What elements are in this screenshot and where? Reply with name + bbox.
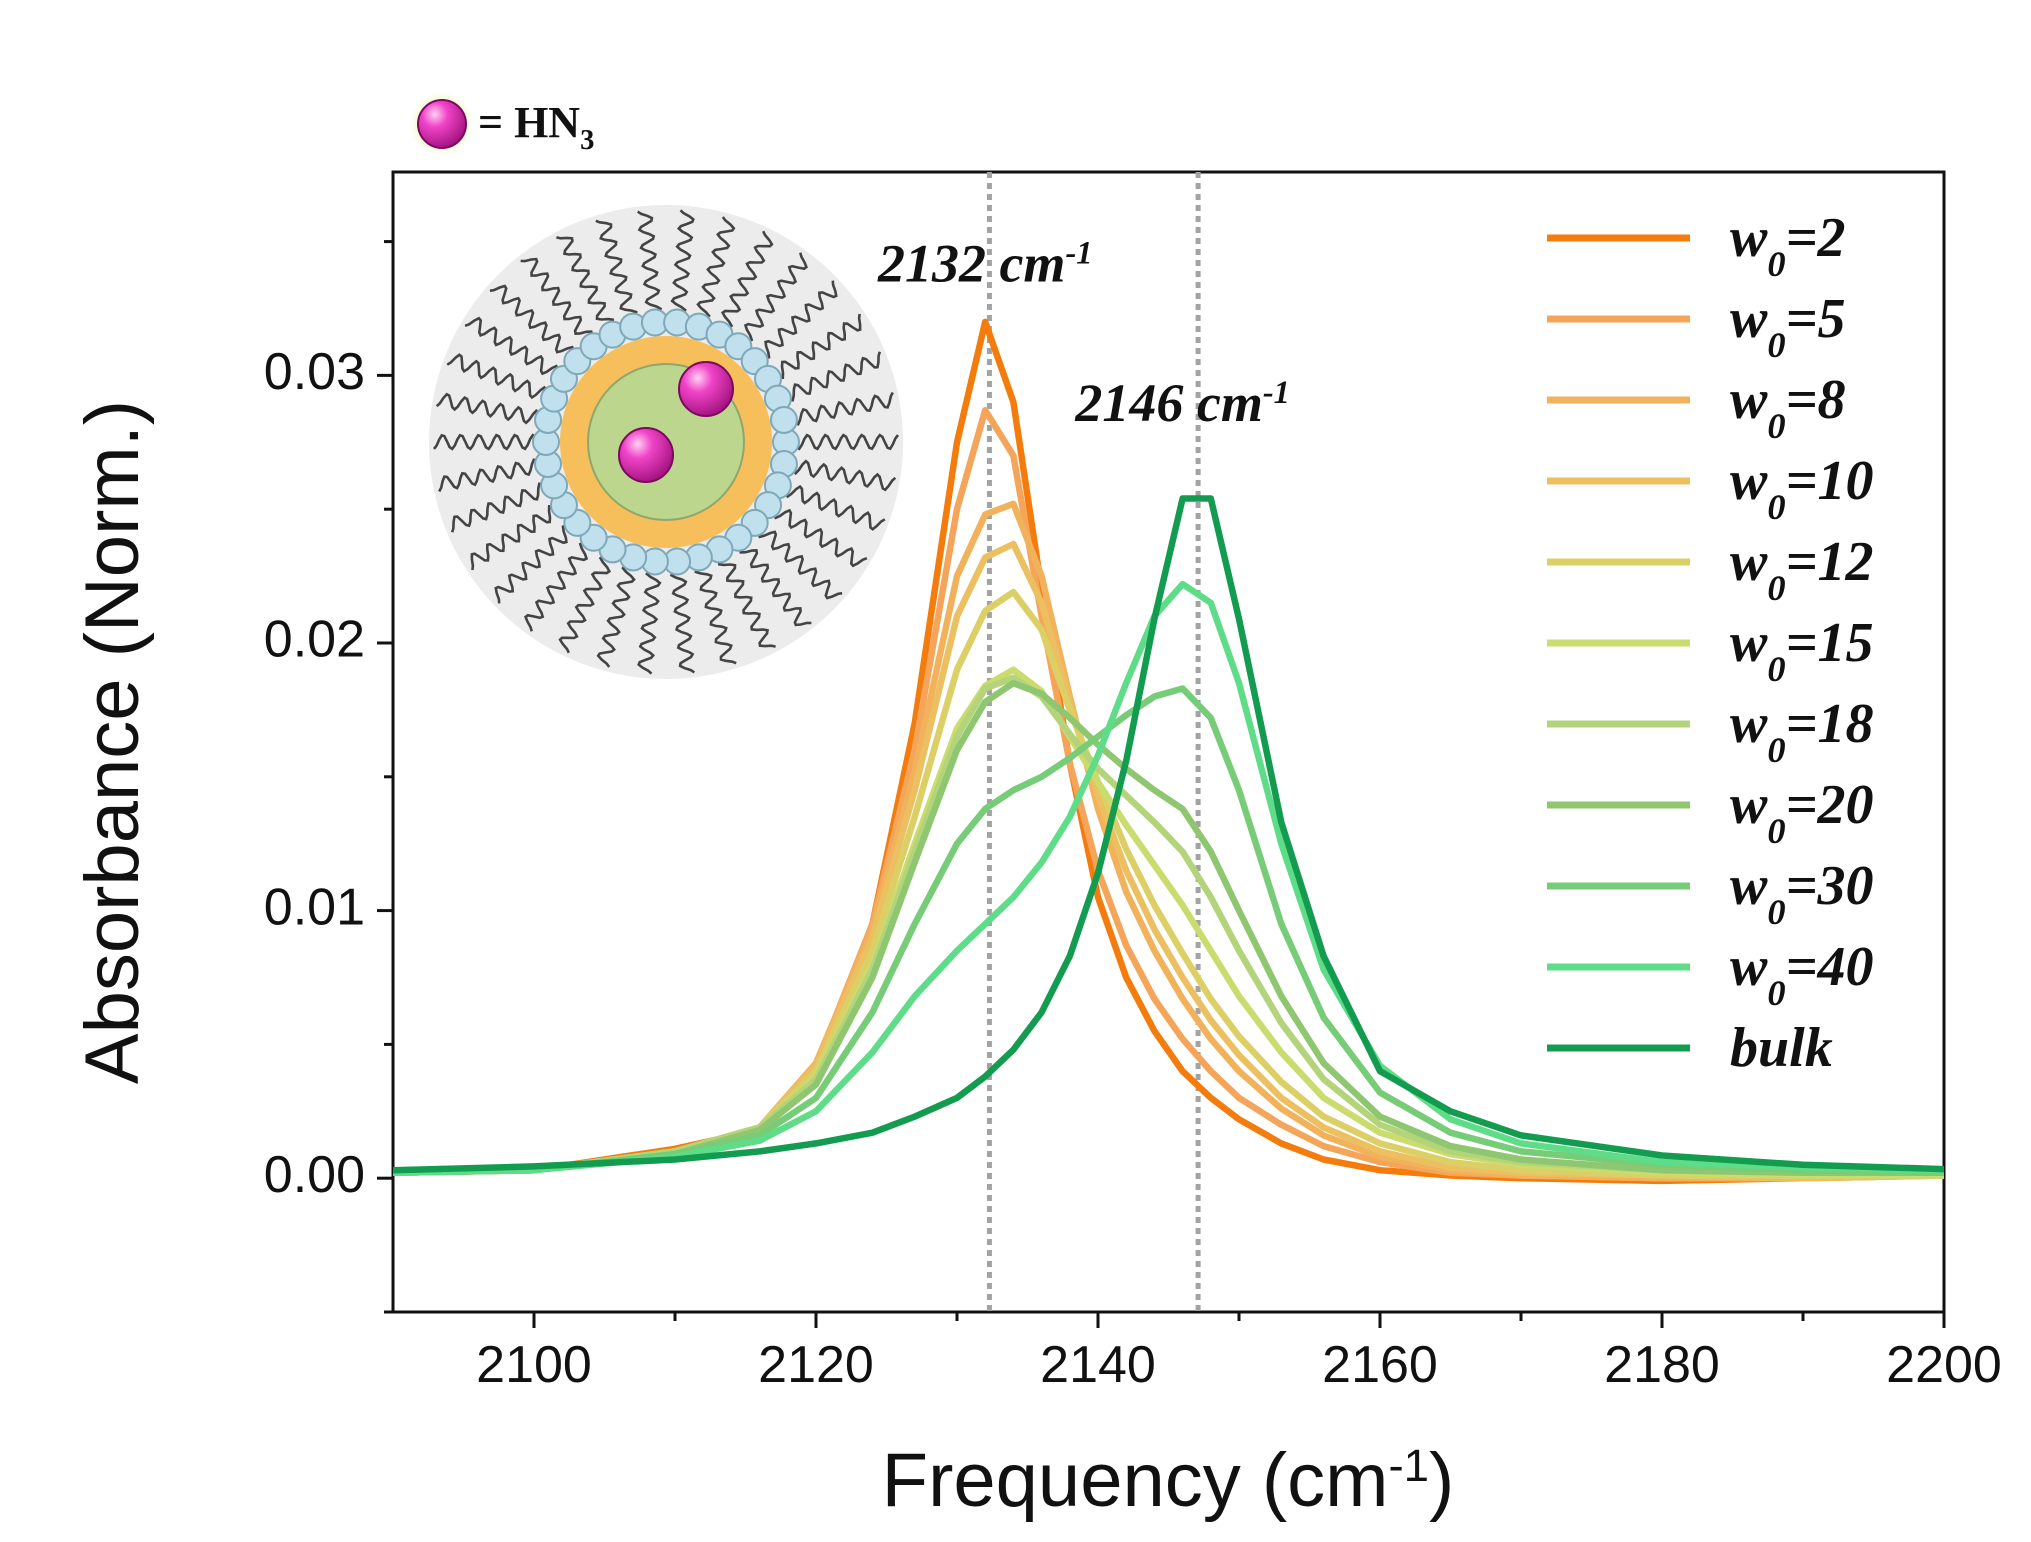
surfactant-tail	[696, 216, 736, 321]
surfactant-tail	[784, 351, 882, 402]
spectrum-line	[393, 495, 1944, 1174]
spectrum-line	[393, 679, 1944, 1177]
spectrum-line	[393, 580, 1944, 1177]
legend-label: w0=30	[1730, 855, 1873, 932]
legend-label: w0=2	[1730, 207, 1845, 284]
surfactant-tail	[742, 252, 808, 343]
surfactant-tail	[558, 555, 612, 654]
annotation: 2146 cm-1	[1074, 373, 1289, 433]
x-tick-label: 2120	[758, 1336, 874, 1394]
micelle-inset	[429, 205, 903, 679]
surfactant-tail	[790, 391, 894, 426]
surfactant-tail	[738, 543, 812, 627]
legend-label: w0=5	[1730, 288, 1845, 365]
surfactant-tail	[524, 541, 590, 632]
head-group	[769, 405, 798, 434]
surfactant-tail	[760, 280, 838, 360]
surfactant-tail	[792, 433, 900, 451]
inset-legend-label: = HN3	[478, 98, 594, 156]
surfactant-tail	[637, 568, 662, 675]
plot-area	[393, 318, 1944, 1185]
surfactant-tail	[694, 564, 737, 665]
surfactant-tail	[772, 508, 868, 568]
surfactant-tail	[556, 236, 614, 329]
surfactant-tail	[470, 504, 558, 571]
surfactant-tail	[435, 392, 542, 425]
surfactant-tail	[595, 219, 638, 320]
surfactant-tail	[784, 484, 886, 531]
y-tick-label: 0.00	[264, 1146, 365, 1204]
legend-label: w0=40	[1730, 936, 1873, 1013]
x-tick-label: 2140	[1040, 1336, 1156, 1394]
x-tick-label: 2180	[1604, 1336, 1720, 1394]
y-tick-label: 0.02	[264, 611, 365, 669]
surfactant-tail	[774, 313, 862, 380]
hn3-molecule	[678, 361, 734, 417]
legend-label: w0=10	[1730, 450, 1873, 527]
surfactant-tail	[718, 555, 776, 648]
surfactant-tail	[790, 459, 897, 492]
surfactant-tail	[438, 458, 542, 493]
surfactant-tail	[520, 257, 594, 341]
x-axis-title: Frequency (cm-1)	[882, 1438, 1455, 1523]
surfactant-tail	[489, 284, 575, 357]
legend-label: w0=20	[1730, 774, 1873, 851]
surfactant-tail	[596, 563, 636, 668]
surfactant-tail	[450, 482, 548, 533]
legend-label: w0=18	[1730, 693, 1873, 770]
annotation: 2132 cm-1	[877, 234, 1092, 294]
y-axis-title: Absorbance (Norm.)	[70, 400, 155, 1084]
spectrum-line	[393, 666, 1944, 1179]
surfactant-tail	[494, 524, 572, 604]
y-tick-label: 0.01	[264, 878, 365, 936]
surfactant-tail	[464, 316, 560, 376]
legend-label: w0=15	[1730, 612, 1873, 689]
surfactant-tail	[636, 210, 663, 316]
surfactant-tail	[757, 527, 843, 600]
surfactant-tail	[432, 433, 540, 451]
plot-frame	[391, 170, 1946, 1314]
legend-label: bulk	[1730, 1017, 1833, 1079]
x-tick-label: 2100	[476, 1336, 592, 1394]
inset-legend: = HN3	[408, 90, 594, 158]
surfactant-tail	[446, 353, 548, 400]
x-tick-label: 2160	[1322, 1336, 1438, 1394]
surfactant-tail	[670, 209, 695, 316]
surfactant-tail	[720, 230, 774, 329]
x-tick-label: 2200	[1886, 1336, 2002, 1394]
legend-label: w0=8	[1730, 369, 1845, 446]
legend-label: w0=12	[1730, 531, 1873, 608]
y-tick-label: 0.03	[264, 343, 365, 401]
hn3-molecule	[618, 427, 674, 483]
surfactant-tail	[669, 568, 696, 674]
